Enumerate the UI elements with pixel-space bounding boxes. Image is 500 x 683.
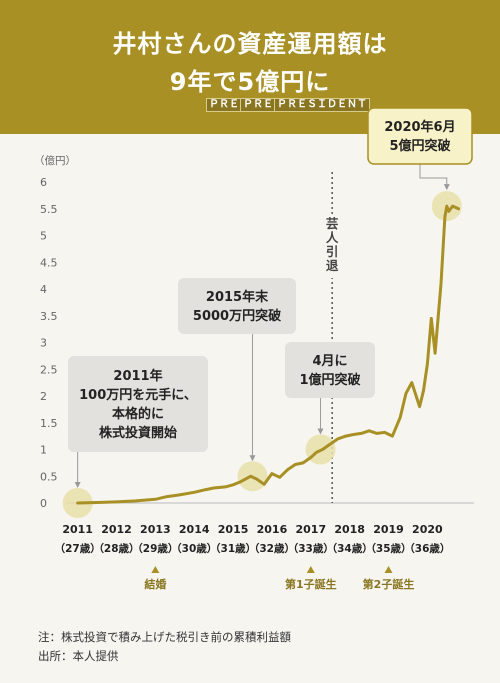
asset-series-line	[76, 204, 460, 505]
callout-box	[68, 356, 208, 452]
watermark-logo: ＰＲＥＳＩＤＥＮＴ	[274, 98, 370, 112]
y-tick-label: 0	[40, 497, 47, 510]
x-tick-age-label: （34歳）	[327, 542, 373, 555]
event-marker-icon	[384, 566, 393, 573]
event-marker-icon	[306, 566, 315, 573]
x-tick-age-label: （33歳）	[288, 542, 334, 555]
x-tick-label: 2013	[140, 523, 171, 536]
x-tick-age-label: （32歳）	[249, 542, 295, 555]
y-tick-label: 0.5	[40, 470, 58, 483]
title-line-1: 井村さんの資産運用額は	[112, 30, 388, 58]
y-tick-label: 1.5	[40, 417, 58, 430]
x-tick-label: 2012	[101, 523, 132, 536]
x-tick-label: 2017	[295, 523, 326, 536]
x-tick-label: 2016	[257, 523, 288, 536]
y-axis-unit-label: （億円）	[34, 154, 76, 167]
x-tick-label: 2015	[218, 523, 249, 536]
retirement-label-char: 芸	[326, 216, 339, 231]
header-banner: 井村さんの資産運用額は 9年で5億円に ＰＲＥＳＩＤＥＮＴ ＰＲＥＳＩＤＥＮＴ …	[0, 0, 500, 134]
callout-text: 2020年6月	[384, 119, 455, 135]
event-label: 第2子誕生	[363, 577, 415, 591]
y-tick-label: 3	[40, 337, 47, 350]
x-tick-age-label: （30歳）	[171, 542, 217, 555]
callout-arrow-icon	[74, 482, 81, 488]
callout-box	[367, 107, 473, 165]
chart-source: 出所：本人提供	[38, 649, 119, 663]
callout-text: 1億円突破	[299, 372, 360, 388]
retirement-label-bg	[323, 214, 342, 278]
y-tick-label: 1	[40, 444, 47, 457]
callout-text: 100万円を元手に、	[79, 387, 197, 403]
retirement-label-char: 人	[326, 230, 339, 245]
event-label: 結婚	[144, 577, 166, 591]
x-tick-label: 2018	[334, 523, 365, 536]
callout-text: 4月に	[312, 354, 347, 369]
callout-box	[178, 278, 296, 334]
x-tick-age-label: （28歳）	[93, 542, 139, 555]
x-tick-age-label: （36歳）	[404, 542, 450, 555]
x-tick-label: 2011	[62, 523, 93, 536]
x-tick-label: 2020	[412, 523, 443, 536]
y-tick-label: 5.5	[40, 203, 58, 216]
x-tick-age-label: （35歳）	[365, 542, 411, 555]
callout-text: 5億円突破	[389, 138, 450, 154]
callout-box	[285, 342, 375, 398]
x-tick-age-label: （29歳）	[132, 542, 178, 555]
y-tick-label: 5	[40, 230, 47, 243]
event-label: 第1子誕生	[285, 577, 337, 591]
callout-arrow-icon	[443, 184, 450, 191]
event-marker-icon	[151, 566, 160, 573]
callout-arrow-icon	[249, 455, 256, 462]
callout-text: 5000万円突破	[193, 308, 281, 324]
retirement-label-char: 引	[326, 244, 339, 259]
retirement-label-char: 退	[326, 258, 339, 273]
callout-text: 2015年末	[206, 289, 269, 305]
callout-arrow-icon	[317, 428, 324, 435]
x-tick-label: 2014	[179, 523, 210, 536]
x-tick-age-label: （27歳）	[55, 542, 101, 555]
y-tick-label: 4	[40, 283, 47, 296]
y-tick-label: 2	[40, 390, 47, 403]
callout-text: 株式投資開始	[99, 425, 177, 441]
y-tick-label: 6	[40, 176, 47, 189]
chart-note: 注：株式投資で積み上げた税引き前の累積利益額	[38, 630, 291, 644]
y-tick-label: 4.5	[40, 256, 58, 269]
x-tick-age-label: （31歳）	[210, 542, 256, 555]
y-tick-label: 2.5	[40, 363, 58, 376]
callout-connector	[419, 164, 448, 189]
title-line-2: 9年で5億円に	[169, 68, 331, 96]
callout-text: 2011年	[113, 368, 162, 384]
y-tick-label: 3.5	[40, 310, 58, 323]
callout-text: 本格的に	[112, 406, 164, 422]
x-tick-label: 2019	[373, 523, 404, 536]
